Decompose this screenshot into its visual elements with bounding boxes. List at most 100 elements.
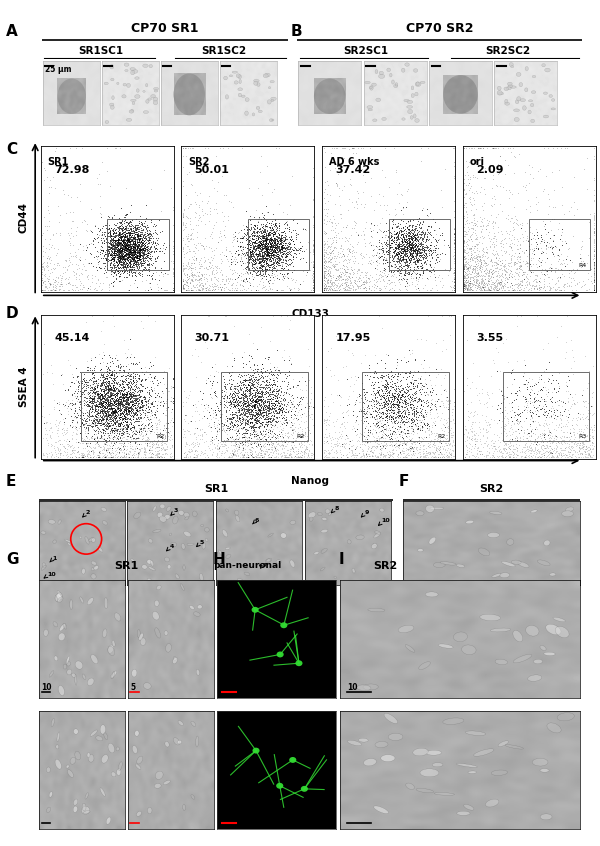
Point <box>271 269 280 283</box>
Point <box>512 448 522 462</box>
Point <box>236 222 246 236</box>
Point <box>394 424 403 437</box>
Point <box>96 283 106 296</box>
Point <box>37 409 47 422</box>
Point <box>117 222 127 236</box>
Point <box>288 423 298 437</box>
Point <box>297 448 307 462</box>
Point <box>503 435 513 448</box>
Point <box>266 217 276 230</box>
Point <box>419 244 428 258</box>
Point <box>548 228 558 242</box>
Point <box>257 244 267 257</box>
Point <box>107 388 117 402</box>
Point <box>250 256 260 270</box>
Ellipse shape <box>524 88 528 91</box>
Point <box>118 440 128 453</box>
Point <box>269 406 279 420</box>
Point <box>203 420 213 433</box>
Point <box>242 391 252 404</box>
Point <box>554 253 564 266</box>
Point <box>187 258 196 272</box>
Point <box>107 261 116 274</box>
Point <box>476 255 486 269</box>
Point <box>242 244 251 258</box>
Point <box>258 371 268 384</box>
Point <box>397 388 407 402</box>
Point <box>122 258 132 272</box>
Point <box>376 439 385 453</box>
Point <box>250 395 260 409</box>
Point <box>107 405 117 419</box>
Point <box>463 445 472 459</box>
Point <box>212 418 221 431</box>
Point <box>127 237 136 250</box>
Point <box>463 274 473 288</box>
Point <box>101 409 110 423</box>
Point <box>353 235 363 249</box>
Point <box>500 277 510 291</box>
Point <box>257 358 266 371</box>
Point <box>393 404 403 417</box>
Point <box>286 272 296 285</box>
Point <box>147 268 157 282</box>
Point <box>411 442 421 455</box>
Point <box>408 244 418 258</box>
Point <box>127 394 136 408</box>
Point <box>475 397 485 410</box>
Point <box>262 240 271 254</box>
Bar <box>107 219 169 270</box>
Point <box>266 233 276 247</box>
Point <box>72 415 82 428</box>
Point <box>276 396 286 409</box>
Point <box>103 379 113 393</box>
Point <box>320 243 329 256</box>
Point <box>94 279 104 293</box>
Point <box>467 277 476 290</box>
Point <box>405 248 415 261</box>
Point <box>65 418 75 431</box>
Point <box>104 237 114 250</box>
Point <box>120 230 130 244</box>
Point <box>107 261 117 275</box>
Point <box>258 424 268 437</box>
Point <box>127 249 137 262</box>
Point <box>346 266 355 280</box>
Point <box>115 396 125 409</box>
Point <box>101 229 110 243</box>
Point <box>349 450 359 464</box>
Point <box>460 252 469 266</box>
Point <box>470 212 479 225</box>
Point <box>102 217 112 230</box>
Point <box>112 450 122 464</box>
Point <box>373 272 383 286</box>
Point <box>428 244 437 257</box>
Point <box>118 434 127 448</box>
Point <box>578 437 587 451</box>
Point <box>91 433 100 447</box>
Point <box>149 437 158 450</box>
Point <box>260 437 270 450</box>
Point <box>113 239 123 252</box>
Point <box>278 241 288 255</box>
Point <box>323 273 333 287</box>
Point <box>445 450 454 464</box>
Point <box>254 230 263 244</box>
Ellipse shape <box>425 505 434 513</box>
Point <box>251 448 260 461</box>
Point <box>229 410 239 424</box>
Point <box>85 395 95 409</box>
Point <box>110 405 119 419</box>
Point <box>113 402 123 415</box>
Point <box>377 246 386 260</box>
Point <box>128 258 138 272</box>
Point <box>118 450 127 464</box>
Point <box>508 217 517 230</box>
Point <box>407 237 417 250</box>
Point <box>114 244 124 258</box>
Point <box>544 403 554 416</box>
Point <box>308 270 318 283</box>
Point <box>128 397 137 410</box>
Point <box>410 239 419 253</box>
Point <box>410 242 420 255</box>
